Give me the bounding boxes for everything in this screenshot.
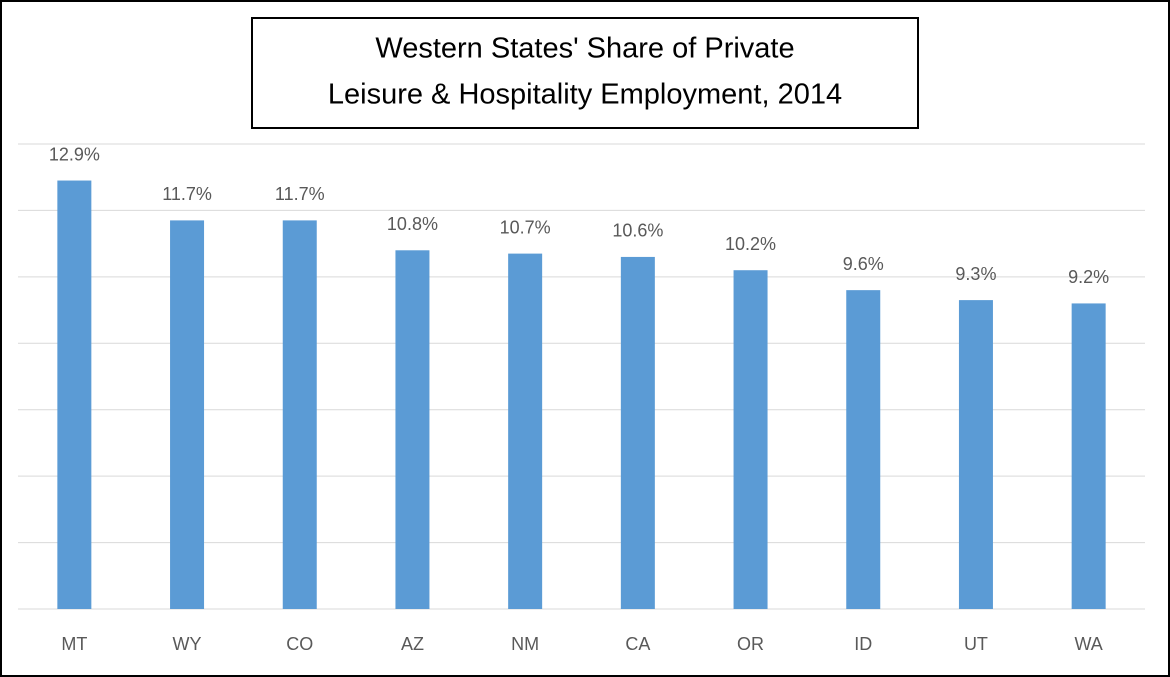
bar [395,250,430,610]
data-label: 9.3% [955,264,996,284]
x-tick-label: CA [625,634,650,654]
data-label: 11.7% [275,184,325,204]
bar [282,220,317,609]
data-label: 10.2% [725,234,776,254]
title-box [251,17,919,129]
data-label: 9.2% [1068,267,1109,287]
x-tick-label: UT [964,634,988,654]
x-tick-label: ID [854,634,872,654]
x-tick-label: NM [511,634,539,654]
bar [846,290,881,609]
data-label: 10.8% [387,214,438,234]
bar [958,300,993,609]
x-tick-label: MT [61,634,87,654]
data-label: 11.7% [162,184,212,204]
x-tick-label: CO [286,634,313,654]
bar [508,253,543,609]
x-tick-label: WY [173,634,202,654]
bar [620,256,655,609]
chart-title: Leisure & Hospitality Employment, 2014 [328,79,842,111]
data-label: 10.6% [612,221,663,241]
bar [733,270,768,609]
bar [1071,303,1106,609]
x-tick-label: AZ [401,634,424,654]
x-tick-label: OR [737,634,764,654]
bar [57,180,92,610]
data-label: 9.6% [843,254,884,274]
data-label: 12.9% [49,144,100,164]
data-label: 10.7% [500,217,551,237]
x-tick-label: WA [1074,634,1102,654]
bar [170,220,205,609]
chart-title: Western States' Share of Private [375,33,794,65]
